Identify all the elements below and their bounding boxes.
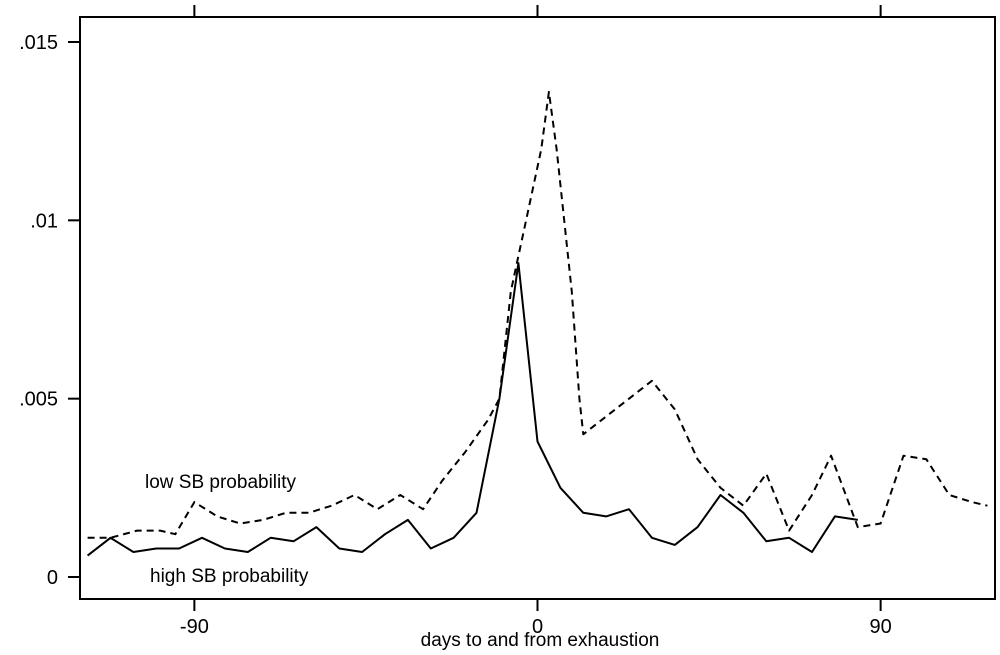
x-tick-label: 0 [532,616,543,638]
y-tick-label: .01 [30,210,58,232]
x-axis-ticks: -90 0 90 [180,5,892,638]
plot-frame [79,16,996,600]
y-tick-label: .015 [19,32,58,54]
series-label-high-sb: high SB probability [150,566,309,587]
series-layer [86,90,988,557]
y-axis-ticks: 0 .005 .01 .015 [19,32,80,589]
series-line-low-sb [87,90,988,539]
y-tick-label: .005 [19,389,58,411]
x-tick-label: -90 [180,616,209,638]
y-tick-label: 0 [47,567,58,589]
x-axis-title: days to and from exhaustion [421,630,660,651]
x-tick-label: 90 [870,616,892,638]
series-line-high-sb [86,262,858,557]
series-label-low-sb: low SB probability [145,472,297,493]
